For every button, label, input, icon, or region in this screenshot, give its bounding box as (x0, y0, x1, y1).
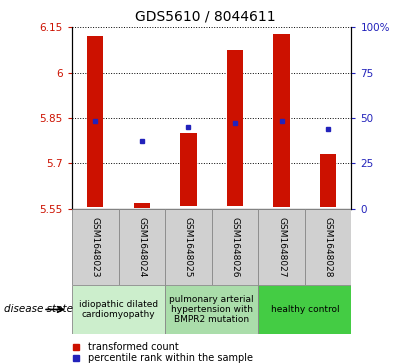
Text: idiopathic dilated
cardiomyopathy: idiopathic dilated cardiomyopathy (79, 300, 158, 319)
Text: GDS5610 / 8044611: GDS5610 / 8044611 (135, 9, 276, 23)
Text: transformed count: transformed count (88, 342, 179, 352)
Text: GSM1648027: GSM1648027 (277, 217, 286, 277)
Text: percentile rank within the sample: percentile rank within the sample (88, 352, 253, 363)
Bar (165, 209, 212, 285)
Bar (320, 154, 336, 207)
Text: disease state: disease state (4, 305, 73, 314)
Bar (72, 285, 165, 334)
Bar (118, 209, 165, 285)
Bar (212, 209, 258, 285)
Bar (165, 285, 258, 334)
Bar (72, 209, 118, 285)
Bar (305, 209, 351, 285)
Bar (273, 34, 290, 207)
Text: GSM1648025: GSM1648025 (184, 217, 193, 277)
Text: healthy control: healthy control (270, 305, 339, 314)
Text: GSM1648028: GSM1648028 (323, 217, 332, 277)
Text: GSM1648023: GSM1648023 (91, 217, 100, 277)
Bar (258, 285, 351, 334)
Text: GSM1648026: GSM1648026 (231, 217, 240, 277)
Bar (180, 133, 196, 206)
Bar (227, 50, 243, 206)
Text: pulmonary arterial
hypertension with
BMPR2 mutation: pulmonary arterial hypertension with BMP… (169, 294, 254, 325)
Bar (87, 36, 103, 207)
Bar (258, 209, 305, 285)
Text: GSM1648024: GSM1648024 (137, 217, 146, 277)
Bar (134, 203, 150, 208)
